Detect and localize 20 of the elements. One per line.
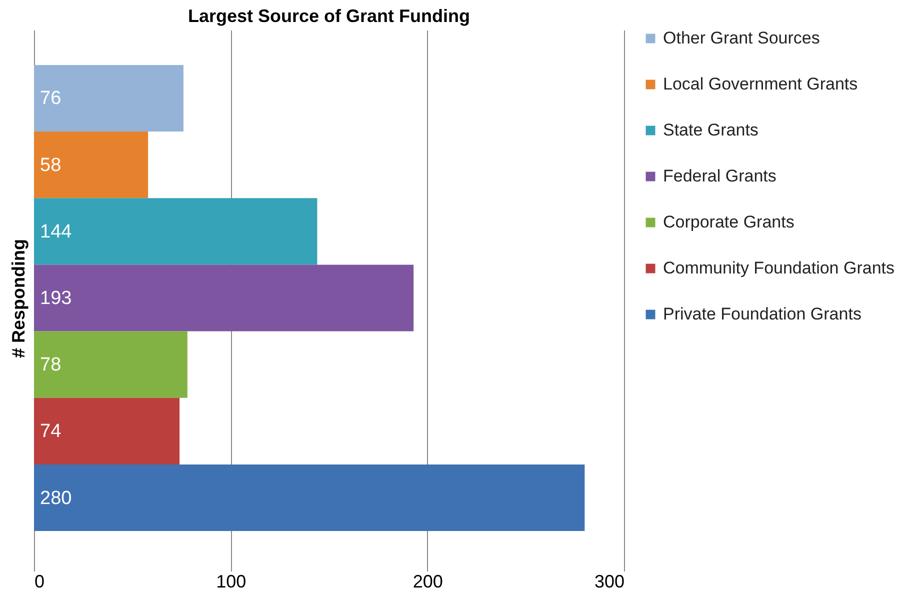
legend-label: Local Government Grants — [663, 74, 858, 94]
legend-label: Federal Grants — [663, 166, 776, 186]
chart-title: Largest Source of Grant Funding — [188, 6, 470, 26]
x-tick-label: 100 — [216, 572, 246, 592]
data-label: 144 — [40, 221, 72, 242]
data-label: 78 — [40, 354, 62, 376]
data-label: 76 — [40, 88, 62, 110]
legend-label: Private Foundation Grants — [663, 304, 862, 324]
y-axis-title: # Responding — [8, 238, 28, 358]
data-label: 193 — [40, 288, 72, 309]
x-tick-label: 200 — [412, 572, 443, 592]
legend-label: Other Grant Sources — [663, 28, 820, 48]
legend-label: Community Foundation Grants — [663, 258, 894, 278]
x-tick-label: 300 — [594, 572, 624, 592]
data-label: 280 — [40, 488, 72, 509]
legend-label: Corporate Grants — [663, 212, 794, 232]
data-label: 74 — [40, 421, 62, 442]
data-label: 58 — [40, 154, 62, 176]
x-tick-label: 0 — [34, 572, 45, 592]
legend-label: State Grants — [663, 120, 758, 140]
